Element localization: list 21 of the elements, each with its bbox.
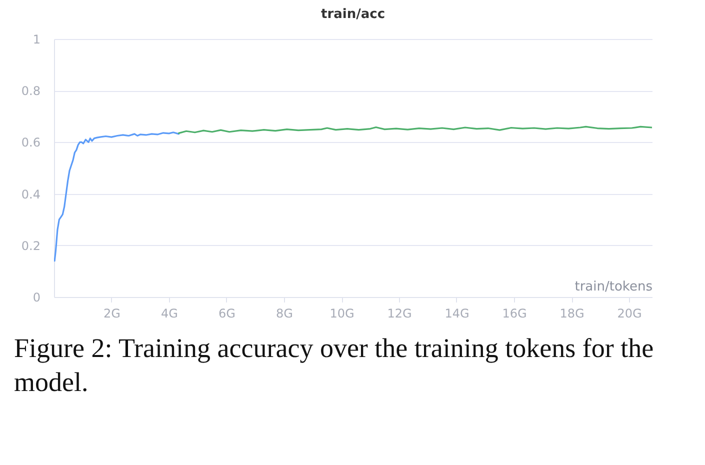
x-tick-label: 20G [617, 306, 642, 320]
x-tick-label: 8G [276, 306, 293, 320]
caption: Figure 2: Training accuracy over the training tokens for the model. [14, 332, 655, 399]
x-tick-label: 10G [330, 306, 354, 320]
x-tick-label: 12G [387, 306, 412, 320]
x-tick-label: 16G [502, 306, 527, 320]
y-tick-label: 0.2 [21, 238, 40, 253]
y-tick-label: 1 [32, 32, 40, 46]
x-axis-title: train/tokens [574, 280, 653, 294]
x-tick-label: 6G [218, 306, 236, 320]
x-tick-label: 14G [444, 306, 470, 320]
x-tick-label: 18G [560, 306, 584, 320]
x-tick-label: 4G [161, 306, 178, 320]
x-tick-label: 2G [104, 306, 120, 320]
y-tick-label: 0.4 [21, 187, 40, 202]
line-series [178, 126, 652, 134]
y-tick-label: 0 [32, 290, 40, 304]
y-tick-label: 0.8 [21, 84, 40, 98]
chart-title: train/acc [320, 7, 386, 22]
line-series [54, 132, 180, 262]
y-tick-label: 0.6 [21, 136, 40, 150]
